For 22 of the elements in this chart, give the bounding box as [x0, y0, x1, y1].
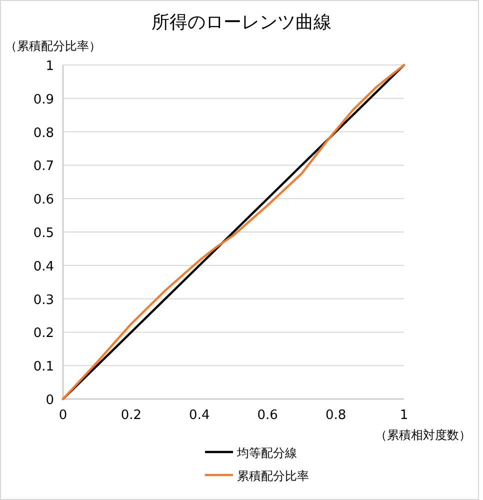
y-axis-title: （累積配分比率）: [5, 39, 101, 53]
chart-title: 所得のローレンツ曲線: [152, 12, 332, 33]
y-tick-label: 0.7: [33, 159, 54, 174]
y-tick-label: 0.6: [33, 192, 54, 208]
x-tick-label: 0.8: [325, 408, 346, 423]
x-tick-label: 0.2: [120, 408, 142, 423]
y-tick-label: 0.3: [33, 292, 54, 308]
y-tick-label: 0.2: [33, 326, 54, 342]
x-tick-label: 0.4: [189, 408, 210, 423]
y-tick-label: 0.5: [33, 226, 54, 241]
legend-label: 均等配分線: [236, 446, 297, 460]
x-axis-title: （累積相対度数）: [375, 428, 471, 442]
y-tick-label: 0.4: [33, 259, 54, 274]
y-tick-label: 1: [46, 59, 54, 74]
x-tick-label: 0.6: [257, 408, 278, 423]
y-tick-label: 0.8: [33, 126, 54, 141]
y-tick-label: 0.9: [33, 92, 54, 108]
y-tick-label: 0: [46, 393, 54, 408]
y-tick-label: 0.1: [33, 360, 54, 375]
x-tick-label: 1: [400, 408, 408, 423]
x-tick-label: 0: [58, 408, 68, 423]
legend-label: 累積配分比率: [237, 469, 309, 483]
